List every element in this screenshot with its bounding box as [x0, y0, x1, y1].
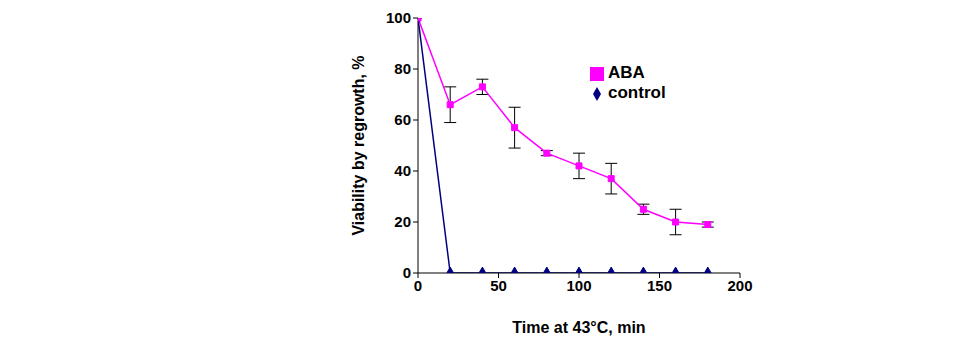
svg-text:40: 40	[394, 162, 411, 179]
html-text:ABA: ABA	[608, 63, 645, 82]
svg-text:60: 60	[394, 111, 411, 128]
svg-text:100: 100	[566, 277, 591, 294]
svg-text:150: 150	[647, 277, 672, 294]
svg-text:Time at 43°C, min: Time at 43°C, min	[512, 319, 645, 336]
svg-text:200: 200	[727, 277, 752, 294]
svg-text:50: 50	[490, 277, 507, 294]
svg-text:80: 80	[394, 60, 411, 77]
svg-text:0: 0	[414, 277, 422, 294]
svg-text:Viability by regrowth, %: Viability by regrowth, %	[350, 55, 367, 235]
svg-text:0: 0	[403, 264, 411, 281]
svg-text:20: 20	[394, 213, 411, 230]
html-text:control: control	[608, 83, 666, 102]
svg-text:100: 100	[386, 9, 411, 26]
